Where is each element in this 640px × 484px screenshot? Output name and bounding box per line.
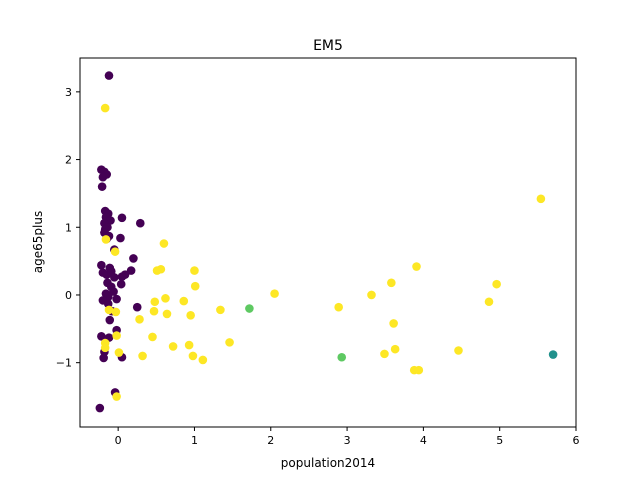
scatter-point bbox=[548, 350, 558, 359]
scatter-point bbox=[97, 182, 107, 191]
scatter-point bbox=[245, 304, 254, 313]
plot-frame bbox=[79, 57, 577, 428]
scatter-point bbox=[100, 103, 110, 113]
scatter-point bbox=[105, 315, 115, 325]
scatter-point bbox=[536, 194, 546, 204]
y-tick-label: 3 bbox=[65, 86, 72, 99]
y-tick-label: −1 bbox=[56, 357, 72, 370]
scatter-point bbox=[97, 260, 106, 270]
scatter-point bbox=[114, 348, 124, 357]
scatter-point bbox=[150, 297, 160, 307]
y-axis-label: age65plus bbox=[31, 211, 45, 273]
scatter-point bbox=[116, 279, 126, 289]
scatter-point bbox=[380, 349, 389, 359]
scatter-point bbox=[104, 71, 114, 80]
scatter-point bbox=[152, 266, 162, 275]
scatter-point bbox=[101, 235, 111, 244]
scatter-point bbox=[149, 306, 159, 316]
scatter-point bbox=[484, 297, 494, 307]
y-tick-label: 1 bbox=[65, 221, 72, 234]
scatter-point bbox=[112, 392, 121, 401]
marks-layer bbox=[95, 71, 558, 413]
scatter-point bbox=[117, 272, 127, 281]
scatter-point bbox=[188, 351, 198, 361]
x-axis: 0 1 2 3 4 5 6 bbox=[115, 427, 580, 447]
scatter-point bbox=[390, 344, 400, 354]
series-group bbox=[548, 350, 558, 359]
scatter-point bbox=[109, 287, 118, 296]
scatter-point bbox=[387, 278, 396, 288]
scatter-point bbox=[126, 266, 136, 275]
x-tick-label: 1 bbox=[191, 434, 198, 447]
scatter-point bbox=[184, 340, 194, 350]
scatter-point bbox=[162, 309, 172, 319]
scatter-point bbox=[116, 233, 125, 243]
scatter-point bbox=[111, 307, 121, 317]
series-group bbox=[100, 103, 546, 401]
scatter-point bbox=[97, 331, 106, 341]
scatter-point bbox=[334, 302, 343, 312]
scatter-point bbox=[100, 343, 110, 353]
scatter-point bbox=[161, 294, 170, 303]
scatter-point bbox=[112, 294, 121, 304]
scatter-point bbox=[104, 305, 114, 315]
scatter-point bbox=[112, 331, 121, 340]
scatter-point bbox=[367, 290, 376, 300]
scatter-point bbox=[414, 365, 424, 375]
scatter-point bbox=[98, 172, 108, 182]
scatter-point bbox=[168, 342, 178, 351]
scatter-point bbox=[492, 279, 501, 289]
scatter-point bbox=[186, 310, 195, 320]
scatter-point bbox=[110, 247, 120, 256]
x-tick-label: 5 bbox=[496, 434, 503, 447]
series-group bbox=[245, 304, 347, 362]
y-tick-label: 2 bbox=[65, 154, 72, 167]
y-axis: −1 0 1 2 3 bbox=[56, 86, 80, 370]
x-axis-label: population2014 bbox=[281, 456, 375, 470]
y-tick-label: 0 bbox=[65, 289, 72, 302]
scatter-point bbox=[148, 332, 157, 342]
scatter-point bbox=[190, 266, 199, 275]
scatter-point bbox=[198, 355, 208, 365]
scatter-point bbox=[216, 305, 225, 315]
scatter-point bbox=[337, 352, 347, 362]
x-tick-label: 4 bbox=[420, 434, 427, 447]
scatter-point bbox=[389, 319, 398, 328]
scatter-point bbox=[95, 403, 105, 413]
scatter-point bbox=[190, 281, 200, 291]
scatter-point bbox=[117, 213, 127, 223]
scatter-point bbox=[270, 289, 279, 298]
scatter-point bbox=[99, 353, 108, 363]
scatter-point bbox=[412, 262, 421, 271]
scatter-point bbox=[135, 315, 144, 324]
x-tick-label: 3 bbox=[344, 434, 351, 447]
chart-title: EM5 bbox=[313, 38, 343, 54]
x-tick-label: 2 bbox=[267, 434, 274, 447]
scatter-point bbox=[129, 254, 138, 263]
scatter-point bbox=[110, 273, 119, 282]
scatter-point bbox=[135, 218, 145, 228]
scatter-point bbox=[454, 346, 463, 355]
scatter-point bbox=[225, 338, 234, 347]
scatter-point bbox=[159, 239, 169, 248]
x-tick-label: 0 bbox=[115, 434, 122, 447]
x-tick-label: 6 bbox=[573, 434, 580, 447]
scatter-point bbox=[132, 302, 142, 312]
scatter-point bbox=[179, 296, 189, 306]
scatter-point bbox=[138, 351, 147, 361]
